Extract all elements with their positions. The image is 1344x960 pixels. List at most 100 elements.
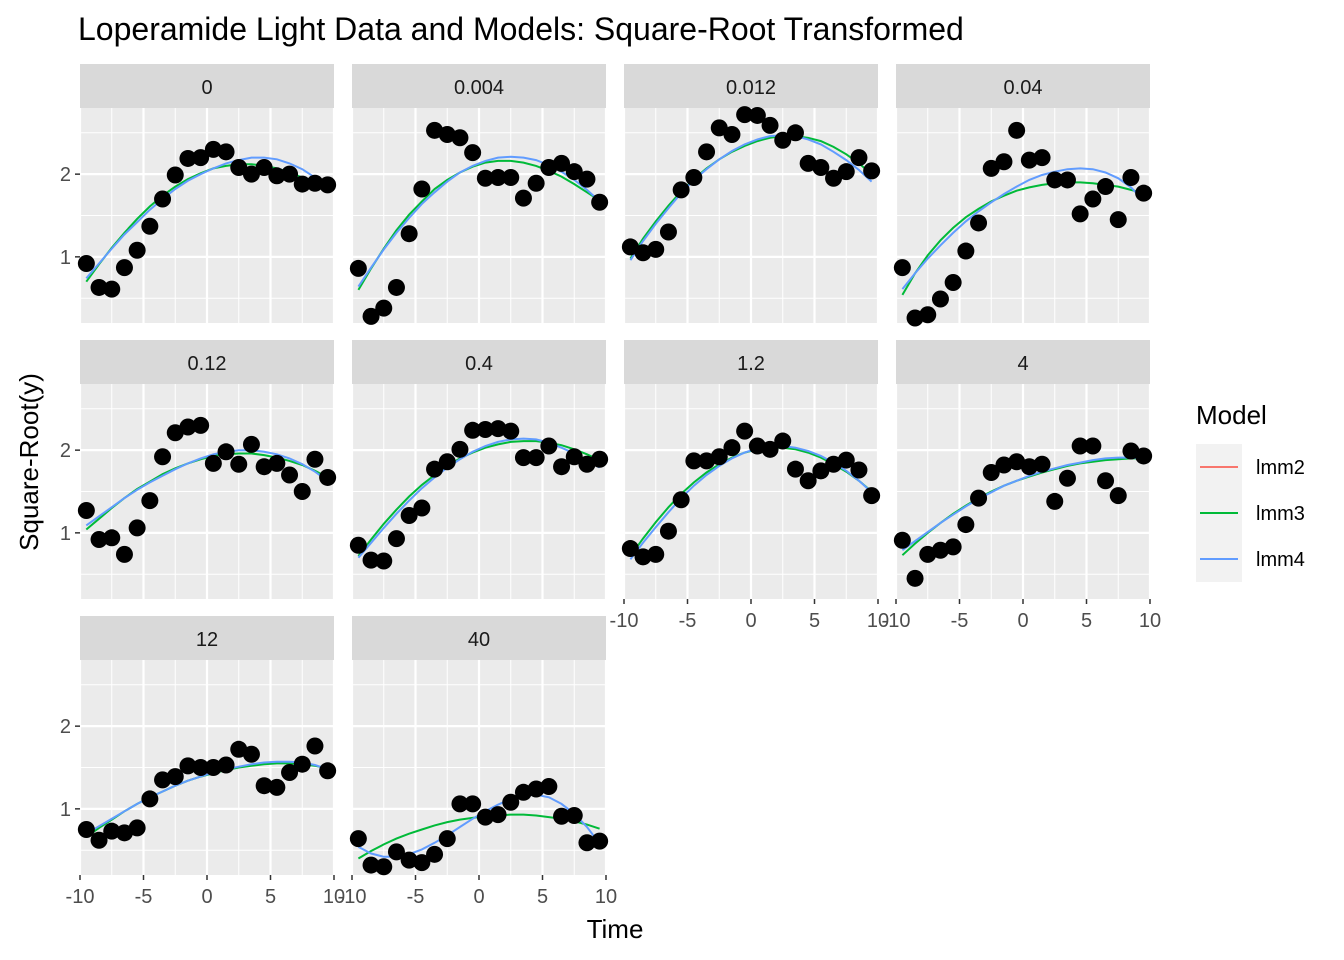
data-point bbox=[293, 755, 311, 773]
legend-entry-lmm3: lmm3 bbox=[1196, 490, 1305, 536]
data-point bbox=[1020, 151, 1038, 169]
model-line-lmm4 bbox=[901, 456, 1144, 552]
facet-panel-7: 4 -10 -5 0 5 10 bbox=[882, 340, 1161, 632]
data-point bbox=[893, 259, 911, 277]
data-point bbox=[931, 290, 949, 308]
data-point bbox=[77, 821, 95, 839]
model-line-lmm4 bbox=[901, 167, 1145, 290]
data-point bbox=[476, 169, 494, 187]
data-point bbox=[863, 162, 881, 180]
x-tick-label: 10 bbox=[595, 886, 617, 908]
data-point bbox=[192, 416, 210, 434]
data-point bbox=[464, 795, 482, 813]
data-point bbox=[179, 757, 197, 775]
data-point bbox=[255, 777, 273, 795]
data-point bbox=[204, 140, 222, 158]
data-point bbox=[1084, 437, 1102, 455]
facet-strip bbox=[624, 64, 878, 108]
data-point bbox=[723, 125, 741, 143]
legend-label: lmm3 bbox=[1256, 503, 1305, 525]
facet-strip bbox=[896, 64, 1150, 108]
data-point bbox=[476, 420, 494, 438]
data-point bbox=[413, 180, 431, 198]
data-point bbox=[400, 851, 418, 869]
data-point bbox=[230, 455, 248, 473]
data-point bbox=[204, 454, 222, 472]
model-line-lmm3 bbox=[629, 135, 873, 260]
data-point bbox=[451, 129, 469, 147]
data-point bbox=[179, 149, 197, 167]
data-point bbox=[166, 166, 184, 184]
data-point bbox=[837, 163, 855, 181]
data-point bbox=[710, 448, 728, 466]
data-point bbox=[1033, 455, 1051, 473]
data-point bbox=[621, 238, 639, 256]
data-point bbox=[154, 771, 172, 789]
x-tick-label: -10 bbox=[882, 610, 911, 632]
legend-title: Model bbox=[1196, 400, 1267, 430]
data-point bbox=[166, 424, 184, 442]
data-point bbox=[90, 831, 108, 849]
data-point bbox=[242, 435, 260, 453]
data-point bbox=[426, 460, 444, 478]
facet-strip-label: 40 bbox=[468, 629, 490, 651]
data-point bbox=[1046, 492, 1064, 510]
data-point bbox=[1020, 458, 1038, 476]
data-point bbox=[685, 168, 703, 186]
data-point bbox=[349, 536, 367, 554]
data-point bbox=[464, 421, 482, 439]
y-tick-label: 2 bbox=[60, 716, 71, 738]
data-point bbox=[141, 217, 159, 235]
data-point bbox=[995, 153, 1013, 171]
data-point bbox=[774, 131, 792, 149]
x-tick-label: 5 bbox=[265, 886, 276, 908]
data-point bbox=[659, 223, 677, 241]
data-point bbox=[154, 190, 172, 208]
data-point bbox=[489, 806, 507, 824]
data-point bbox=[1046, 171, 1064, 189]
data-point bbox=[293, 175, 311, 193]
data-point bbox=[710, 119, 728, 137]
x-tick-label: 10 bbox=[323, 886, 345, 908]
data-point bbox=[268, 778, 286, 796]
data-point bbox=[944, 538, 962, 556]
data-point bbox=[553, 807, 571, 825]
facet-strip-label: 4 bbox=[1017, 353, 1028, 375]
legend-label: lmm2 bbox=[1256, 457, 1305, 479]
data-point bbox=[306, 174, 324, 192]
data-point bbox=[685, 452, 703, 470]
data-point bbox=[451, 440, 469, 458]
data-point bbox=[77, 502, 95, 520]
facet-strip bbox=[80, 616, 334, 660]
data-point bbox=[970, 489, 988, 507]
data-point bbox=[774, 432, 792, 450]
facet-strip-label: 0 bbox=[201, 77, 212, 99]
data-point bbox=[553, 458, 571, 476]
x-tick-label: 0 bbox=[201, 886, 212, 908]
data-point bbox=[553, 154, 571, 172]
data-point bbox=[204, 759, 222, 776]
data-point bbox=[1008, 121, 1026, 139]
data-point bbox=[799, 472, 817, 490]
data-point bbox=[1122, 168, 1140, 186]
data-point bbox=[375, 552, 393, 570]
data-point bbox=[578, 170, 596, 188]
model-line-lmm4 bbox=[357, 437, 601, 559]
y-tick-label: 1 bbox=[60, 523, 71, 545]
data-point bbox=[736, 422, 754, 440]
data-point bbox=[1084, 190, 1102, 208]
data-point bbox=[982, 159, 1000, 177]
data-point bbox=[77, 254, 95, 272]
data-point bbox=[103, 822, 121, 840]
data-point bbox=[659, 522, 677, 540]
data-point bbox=[115, 545, 133, 563]
data-point bbox=[476, 808, 494, 826]
data-point bbox=[128, 819, 146, 837]
data-point bbox=[451, 795, 469, 813]
data-point bbox=[837, 451, 855, 469]
data-point bbox=[1071, 205, 1089, 223]
data-point bbox=[502, 793, 520, 811]
x-tick-label: 5 bbox=[809, 610, 820, 632]
